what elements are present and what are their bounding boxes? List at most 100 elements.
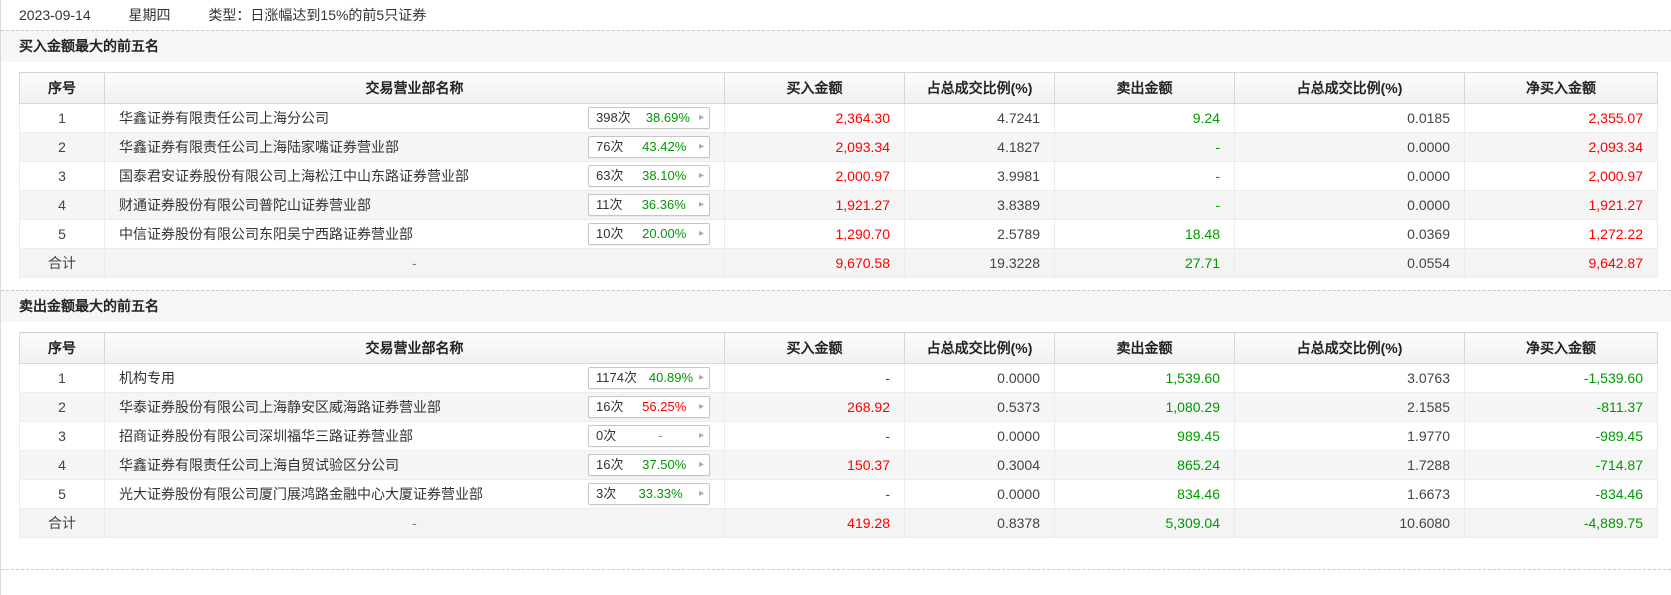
net-amount-cell: 9,642.87 [1464, 248, 1658, 278]
sell-ratio-cell: 0.0185 [1234, 103, 1465, 133]
buy-ratio-cell: 3.8389 [904, 190, 1055, 220]
total-label-cell: 合计 [19, 248, 105, 278]
branch-name: 国泰君安证券股份有限公司上海松江中山东路证券营业部 [119, 168, 469, 184]
net-amount-cell: -4,889.75 [1464, 508, 1658, 538]
chevron-right-icon: ▸ [698, 141, 704, 152]
branch-name: 华鑫证券有限责任公司上海分公司 [119, 110, 329, 126]
sell-ratio-cell: 1.6673 [1234, 479, 1465, 509]
column-header: 序号 [19, 72, 105, 104]
buy-amount-cell: 1,921.27 [724, 190, 905, 220]
branch-name-cell: 华鑫证券有限责任公司上海陆家嘴证券营业部 76次 43.42% ▸ [104, 132, 725, 162]
sell-amount-cell: - [1054, 132, 1235, 162]
branch-name: 中信证券股份有限公司东阳吴宁西路证券营业部 [119, 226, 413, 242]
sell-ratio-cell: 0.0554 [1234, 248, 1465, 278]
column-header: 净买入金额 [1464, 72, 1658, 104]
rank-cell: 5 [19, 219, 105, 249]
bottom-separator [1, 569, 1671, 576]
branch-count: 76次 [596, 139, 624, 154]
branch-rate: 38.10% [642, 168, 687, 183]
buy-ratio-cell: 3.9981 [904, 161, 1055, 191]
header-row: 序号 交易营业部名称 买入金额 占总成交比例(%) 卖出金额 占总成交比例(%) 净买入金额 [19, 72, 1658, 104]
chevron-right-icon: ▸ [698, 430, 704, 441]
table-row: 5 光大证券股份有限公司厦门展鸿路金融中心大厦证券营业部 3次 33.33% ▸ -0.0… [19, 479, 1658, 509]
branch-name: 华泰证券股份有限公司上海静安区威海路证券营业部 [119, 399, 441, 415]
buy-table: 序号 交易营业部名称 买入金额 占总成交比例(%) 卖出金额 占总成交比例(%) 净买入金额… [19, 72, 1658, 278]
buy-ratio-cell: 19.3228 [904, 248, 1055, 278]
branch-stats-badge[interactable]: 76次 43.42% ▸ [588, 136, 710, 158]
header-row: 序号 交易营业部名称 买入金额 占总成交比例(%) 卖出金额 占总成交比例(%) 净买入金额 [19, 332, 1658, 364]
branch-rate: 33.33% [638, 486, 683, 501]
table-row: 3 招商证券股份有限公司深圳福华三路证券营业部 0次 - ▸ -0.0000 989.45 1… [19, 421, 1658, 451]
sell-amount-cell: 5,309.04 [1054, 508, 1235, 538]
list-type: 类型：日涨幅达到15%的前5只证券 [208, 7, 427, 23]
table-row: 5 中信证券股份有限公司东阳吴宁西路证券营业部 10次 20.00% ▸ 1,290.70… [19, 219, 1658, 249]
buy-ratio-cell: 0.0000 [904, 363, 1055, 393]
branch-name-cell: 华鑫证券有限责任公司上海自贸试验区分公司 16次 37.50% ▸ [104, 450, 725, 480]
rank-cell: 2 [19, 392, 105, 422]
branch-count: 0次 [596, 428, 617, 443]
branch-count: 398次 [596, 110, 631, 125]
branch-stats-badge[interactable]: 10次 20.00% ▸ [588, 223, 710, 245]
sell-amount-cell: 834.46 [1054, 479, 1235, 509]
branch-name-cell: 国泰君安证券股份有限公司上海松江中山东路证券营业部 63次 38.10% ▸ [104, 161, 725, 191]
sell-ratio-cell: 1.9770 [1234, 421, 1465, 451]
branch-stats-badge[interactable]: 16次 56.25% ▸ [588, 396, 710, 418]
branch-name: 光大证券股份有限公司厦门展鸿路金融中心大厦证券营业部 [119, 486, 483, 502]
net-amount-cell: 2,355.07 [1464, 103, 1658, 133]
branch-rate: - [658, 428, 663, 443]
branch-name-cell: 招商证券股份有限公司深圳福华三路证券营业部 0次 - ▸ [104, 421, 725, 451]
table-row: 3 国泰君安证券股份有限公司上海松江中山东路证券营业部 63次 38.10% ▸ 2,00… [19, 161, 1658, 191]
buy-amount-cell: - [724, 421, 905, 451]
branch-stats-badge[interactable]: 3次 33.33% ▸ [588, 483, 710, 505]
sell-table: 序号 交易营业部名称 买入金额 占总成交比例(%) 卖出金额 占总成交比例(%) 净买入金额… [19, 332, 1658, 538]
buy-amount-cell: 9,670.58 [724, 248, 905, 278]
column-header: 买入金额 [724, 72, 905, 104]
branch-stats-badge[interactable]: 63次 38.10% ▸ [588, 165, 710, 187]
column-header: 序号 [19, 332, 105, 364]
branch-rate: 43.42% [642, 139, 687, 154]
buy-amount-cell: 1,290.70 [724, 219, 905, 249]
buy-ratio-cell: 0.5373 [904, 392, 1055, 422]
chevron-right-icon: ▸ [698, 170, 704, 181]
branch-count: 16次 [596, 399, 624, 414]
chevron-right-icon: ▸ [698, 401, 704, 412]
sell-ratio-cell: 2.1585 [1234, 392, 1465, 422]
buy-amount-cell: 2,093.34 [724, 132, 905, 162]
total-row: 合计 -419.28 0.8378 5,309.04 10.6080 -4,889.75 [19, 508, 1658, 538]
chevron-right-icon: ▸ [698, 112, 704, 123]
branch-name-cell: 中信证券股份有限公司东阳吴宁西路证券营业部 10次 20.00% ▸ [104, 219, 725, 249]
buy-amount-cell: 268.92 [724, 392, 905, 422]
column-header: 占总成交比例(%) [1234, 72, 1465, 104]
net-amount-cell: -989.45 [1464, 421, 1658, 451]
column-header: 卖出金额 [1054, 72, 1235, 104]
buy-amount-cell: - [724, 363, 905, 393]
branch-stats-badge[interactable]: 0次 - ▸ [588, 425, 710, 447]
net-amount-cell: -1,539.60 [1464, 363, 1658, 393]
chevron-right-icon: ▸ [698, 199, 704, 210]
rank-cell: 3 [19, 421, 105, 451]
sell-ratio-cell: 0.0369 [1234, 219, 1465, 249]
chevron-right-icon: ▸ [698, 372, 704, 383]
branch-name-cell: 华泰证券股份有限公司上海静安区威海路证券营业部 16次 56.25% ▸ [104, 392, 725, 422]
net-amount-cell: -834.46 [1464, 479, 1658, 509]
branch-stats-badge[interactable]: 1174次 40.89% ▸ [588, 367, 710, 389]
branch-name: 华鑫证券有限责任公司上海陆家嘴证券营业部 [119, 139, 399, 155]
sell-amount-cell: 9.24 [1054, 103, 1235, 133]
sell-amount-cell: 989.45 [1054, 421, 1235, 451]
total-name-cell: - [104, 508, 725, 538]
rank-cell: 1 [19, 363, 105, 393]
rank-cell: 1 [19, 103, 105, 133]
buy-amount-cell: 2,000.97 [724, 161, 905, 191]
branch-name-cell: 机构专用 1174次 40.89% ▸ [104, 363, 725, 393]
buy-ratio-cell: 0.0000 [904, 479, 1055, 509]
rank-cell: 3 [19, 161, 105, 191]
buy-ratio-cell: 4.7241 [904, 103, 1055, 133]
branch-stats-badge[interactable]: 398次 38.69% ▸ [588, 107, 710, 129]
branch-stats-badge[interactable]: 16次 37.50% ▸ [588, 454, 710, 476]
sell-amount-cell: - [1054, 161, 1235, 191]
branch-count: 3次 [596, 486, 617, 501]
branch-stats-badge[interactable]: 11次 36.36% ▸ [588, 194, 710, 216]
sell-ratio-cell: 0.0000 [1234, 161, 1465, 191]
net-amount-cell: 1,921.27 [1464, 190, 1658, 220]
net-amount-cell: -811.37 [1464, 392, 1658, 422]
